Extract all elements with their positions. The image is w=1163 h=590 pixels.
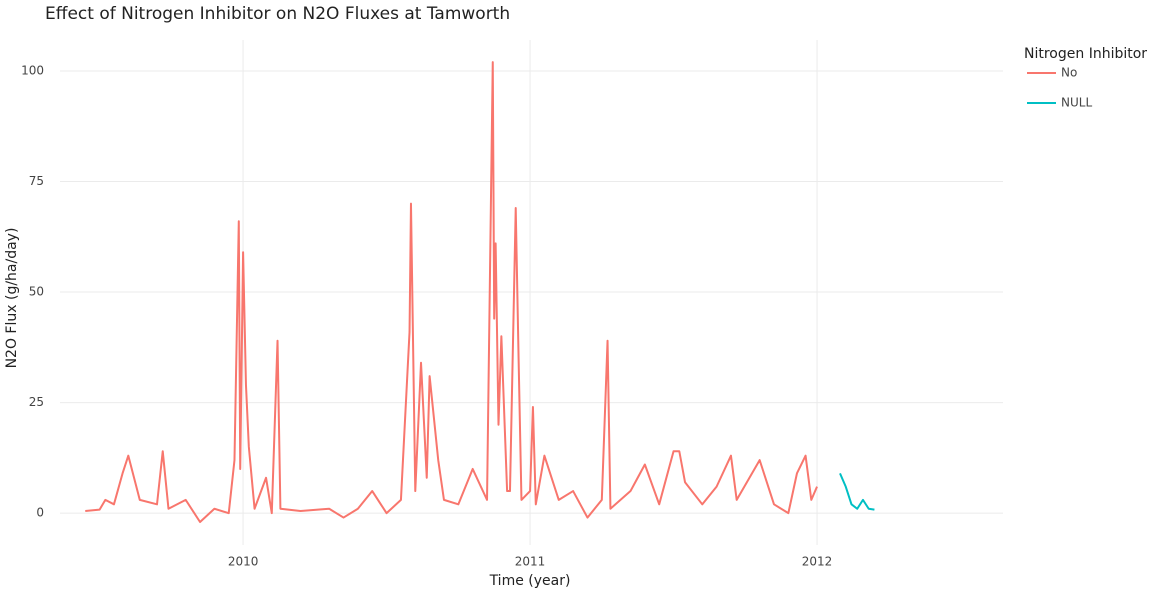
data-line bbox=[840, 473, 943, 509]
x-tick-label: 2011 bbox=[515, 555, 546, 569]
y-tick-label: 75 bbox=[29, 174, 44, 188]
legend-label: No bbox=[1061, 66, 1077, 80]
x-axis-title: Time (year) bbox=[489, 573, 571, 589]
legend-label: NULL bbox=[1061, 96, 1092, 110]
y-tick-label: 25 bbox=[29, 395, 44, 409]
x-tick-label: 2012 bbox=[802, 555, 833, 569]
y-axis-title: N2O Flux (g/ha/day) bbox=[4, 228, 20, 369]
chart-title: Effect of Nitrogen Inhibitor on N2O Flux… bbox=[45, 4, 510, 24]
y-tick-label: 0 bbox=[36, 506, 44, 520]
data-line bbox=[85, 61, 818, 524]
y-tick-label: 100 bbox=[21, 63, 44, 77]
y-tick-label: 50 bbox=[29, 285, 44, 299]
legend-title: Nitrogen Inhibitor bbox=[1024, 46, 1147, 62]
x-tick-label: 2010 bbox=[228, 555, 259, 569]
